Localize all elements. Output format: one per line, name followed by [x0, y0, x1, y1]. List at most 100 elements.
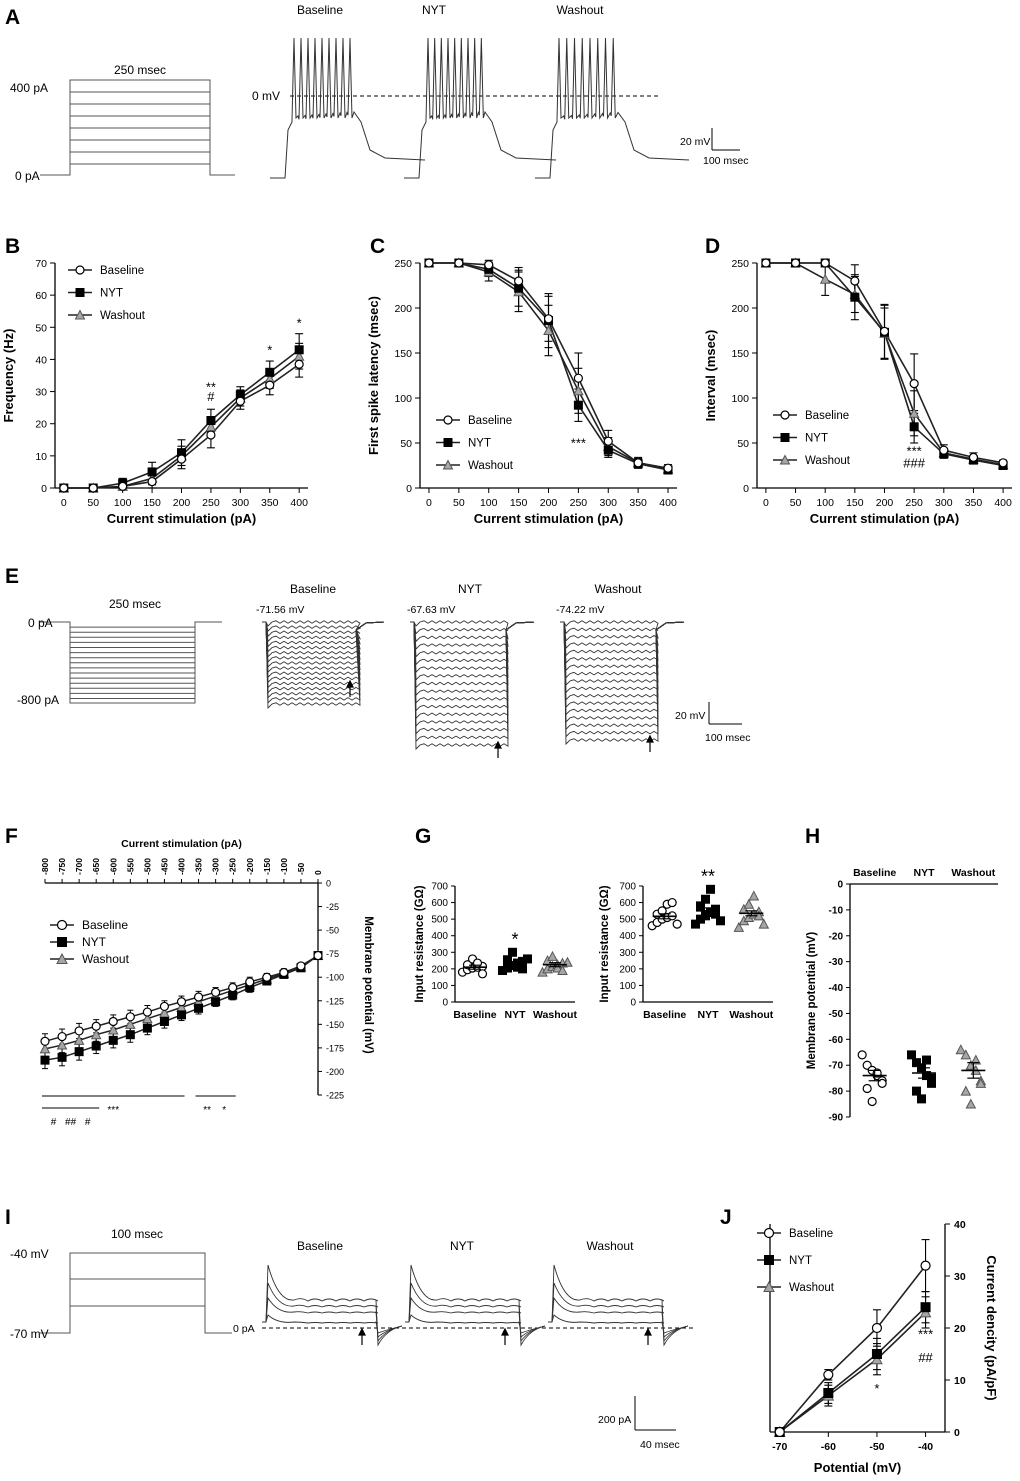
panel-g1-series-nyt-point	[523, 954, 532, 964]
panel-i-trace-sweep	[262, 1282, 403, 1343]
panel-f-x-tick-label: -250	[228, 858, 238, 875]
panel-e-potential-nyt: -67.63 mV	[407, 604, 455, 616]
panel-f-series-baseline-point	[211, 987, 221, 997]
panel-f-series-baseline-point	[313, 950, 323, 961]
panel-e-condition-baseline: Baseline	[290, 582, 336, 596]
panel-h-y-tick-label: -60	[829, 1035, 844, 1046]
panel-d-series-baseline-point	[909, 379, 919, 389]
panel-c-x-tick-label: 350	[629, 497, 647, 509]
panel-b-series-baseline-point	[59, 483, 69, 493]
panel-j-series-nyt-point	[920, 1302, 931, 1313]
panel-e-trace-sweep	[560, 621, 685, 672]
panel-c-x-tick-label: 100	[480, 497, 498, 509]
panel-b-series-baseline-point	[235, 396, 245, 406]
panel-j-significance-mark: *	[874, 1381, 879, 1396]
panel-a-trace-washout	[535, 37, 690, 179]
panel-e-trace-sweep	[410, 621, 535, 720]
panel-h-series-nyt-point	[922, 1055, 931, 1065]
panel-e-trace-sweep	[560, 621, 685, 716]
panel-b-x-tick-label: 50	[87, 497, 99, 509]
panel-h-y-tick-label: 0	[837, 880, 843, 891]
panel-h-series-baseline-point	[867, 1096, 877, 1107]
panel-b-series-baseline-point	[265, 380, 275, 390]
panel-h-series-nyt-point	[912, 1086, 921, 1096]
panel-b-x-tick-label: 250	[202, 497, 220, 509]
panel-c-series-nyt-point	[603, 445, 613, 455]
panel-b-series-baseline-point	[147, 476, 157, 487]
panel-f-series-baseline-point	[57, 1031, 67, 1042]
panel-g2-significance-mark: **	[701, 867, 715, 887]
panel-b-legend-label: Washout	[100, 310, 146, 322]
panel-a-trace-baseline	[270, 37, 426, 179]
panel-f-series-baseline-point	[176, 997, 187, 1007]
panel-b-x-tick-label: 200	[173, 497, 191, 509]
panel-j-x-tick-label: -40	[918, 1441, 933, 1453]
panel-f-series-nyt-point	[159, 1017, 169, 1027]
panel-j-x-axis-label: Potential (mV)	[814, 1460, 901, 1475]
panel-f-series-baseline-point	[262, 972, 272, 982]
panel-b-x-tick-label: 350	[261, 497, 279, 509]
panel-f-series-nyt-point	[91, 1041, 101, 1051]
panel-j-series-nyt-line	[779, 1306, 927, 1433]
panel-d-x-axis-label: Current stimulation (pA)	[810, 511, 960, 526]
panel-i-trace-sweep	[405, 1296, 546, 1338]
panel-h-y-axis-label: Membrane potential (mV)	[806, 932, 818, 1070]
panel-a-scale-voltage: 20 mV	[680, 136, 710, 148]
panel-b-x-tick-label: 150	[143, 497, 161, 509]
panel-e-trace-sweep	[410, 621, 535, 735]
panel-label-i: I	[5, 1206, 11, 1229]
panel-j-series-baseline-point	[871, 1322, 883, 1334]
panel-h-series-washout-point	[955, 1044, 967, 1055]
panel-a-step-duration: 250 msec	[114, 63, 166, 77]
panel-f-x-tick-label: -150	[262, 858, 272, 875]
panel-e-step-protocol	[40, 621, 222, 704]
panel-g1-y-tick-label: 200	[431, 964, 448, 975]
panel-b-legend-label: NYT	[100, 288, 123, 300]
panel-c-y-tick-label: 100	[394, 393, 412, 405]
panel-f-significance-mark: #	[51, 1117, 57, 1128]
panel-g1-series-nyt-point	[503, 955, 512, 965]
panel-j-legend-marker	[764, 1255, 774, 1265]
panel-b-x-tick-label: 400	[290, 497, 308, 509]
panel-e-trace-sweep	[560, 621, 685, 642]
panel-g1-y-tick-label: 0	[442, 998, 448, 1009]
panel-d-series-baseline-point	[790, 258, 801, 268]
panel-f-series-nyt-point	[194, 1003, 204, 1013]
panel-j-legend-label: NYT	[789, 1255, 812, 1267]
panel-f-y-tick-label: -75	[326, 949, 339, 959]
panel-e-trace-sweep	[560, 621, 685, 657]
panel-h-y-tick-label: -80	[829, 1087, 844, 1098]
panel-label-g: G	[415, 825, 431, 848]
panel-g1-y-tick-label: 100	[431, 981, 448, 992]
panel-g1-chart: 0 100 200 300 400 500 600 700 Input resistance (…	[414, 882, 577, 1022]
panel-e-trace-sweep	[410, 621, 535, 704]
panel-e-trace-sweep	[410, 621, 535, 751]
panel-e-trace-sweep	[262, 621, 385, 694]
panel-h-series-washout-point	[975, 1077, 987, 1088]
panel-c-series-baseline-point	[543, 314, 554, 324]
panel-e-trace-sweep	[560, 621, 685, 679]
panel-e-scale-voltage: 20 mV	[675, 710, 705, 722]
panel-g2-y-axis-label: Input resistance (GΩ)	[599, 885, 611, 1002]
panel-b-legend-label: Baseline	[100, 265, 144, 277]
panel-f-series-baseline-point	[296, 961, 306, 971]
panel-i-trace-sweep	[405, 1264, 546, 1347]
panel-g2-series-baseline-point	[672, 919, 682, 929]
panel-f-x-tick-label: -400	[177, 858, 187, 875]
panel-i-traces	[262, 1264, 689, 1347]
panel-g1-y-tick-label: 500	[431, 915, 448, 926]
panel-j-series-nyt-point	[871, 1349, 882, 1359]
panel-f-x-tick-label: 0	[313, 870, 323, 875]
panel-g1-series-washout-point	[552, 962, 563, 973]
panel-a-step-top: 400 pA	[10, 81, 48, 95]
panel-b-series-baseline-point	[294, 359, 304, 369]
panel-d-x-tick-label: 200	[876, 497, 894, 509]
panel-f-series-baseline-point	[228, 982, 238, 993]
panel-e-trace-sweep	[262, 621, 385, 710]
panel-i-scale-current: 200 pA	[598, 1414, 631, 1426]
panel-h-series-washout-point	[960, 1085, 972, 1096]
panel-d-legend-marker	[780, 433, 790, 442]
panel-g2-series-washout-point	[748, 890, 760, 901]
panel-i-zero-line-label: 0 pA	[233, 1323, 255, 1335]
panel-g2-series-nyt-point	[716, 916, 725, 926]
